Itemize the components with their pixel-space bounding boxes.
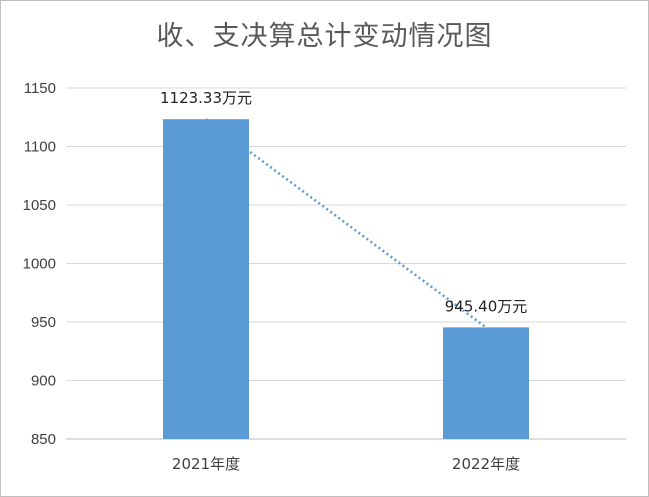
y-tick-950: 950 xyxy=(31,314,56,331)
y-tick-1050: 1050 xyxy=(23,197,56,214)
data-labels: 1123.33万元 945.40万元 xyxy=(160,89,527,315)
x-category-labels: 2021年度 2022年度 xyxy=(172,455,520,473)
data-label-2021年度: 1123.33万元 xyxy=(160,89,252,107)
x-tick-2022年度: 2022年度 xyxy=(452,455,520,473)
trendline xyxy=(205,118,487,329)
y-tick-1150: 1150 xyxy=(24,80,56,97)
chart-title: 收、支决算总计变动情况图 xyxy=(156,21,493,52)
bars xyxy=(163,119,529,439)
trendline-dotted xyxy=(205,118,487,329)
y-tick-labels: 850 900 950 1000 1050 1100 1150 xyxy=(23,80,56,448)
gridlines xyxy=(66,87,626,440)
data-label-2022年度: 945.40万元 xyxy=(445,297,528,315)
bar-2022年度 xyxy=(443,327,529,439)
y-tick-900: 900 xyxy=(31,373,56,390)
x-tick-2021年度: 2021年度 xyxy=(172,455,240,473)
y-tick-1100: 1100 xyxy=(24,139,56,156)
bar-2021年度 xyxy=(163,119,249,439)
y-tick-850: 850 xyxy=(31,431,56,448)
y-tick-1000: 1000 xyxy=(23,256,56,273)
